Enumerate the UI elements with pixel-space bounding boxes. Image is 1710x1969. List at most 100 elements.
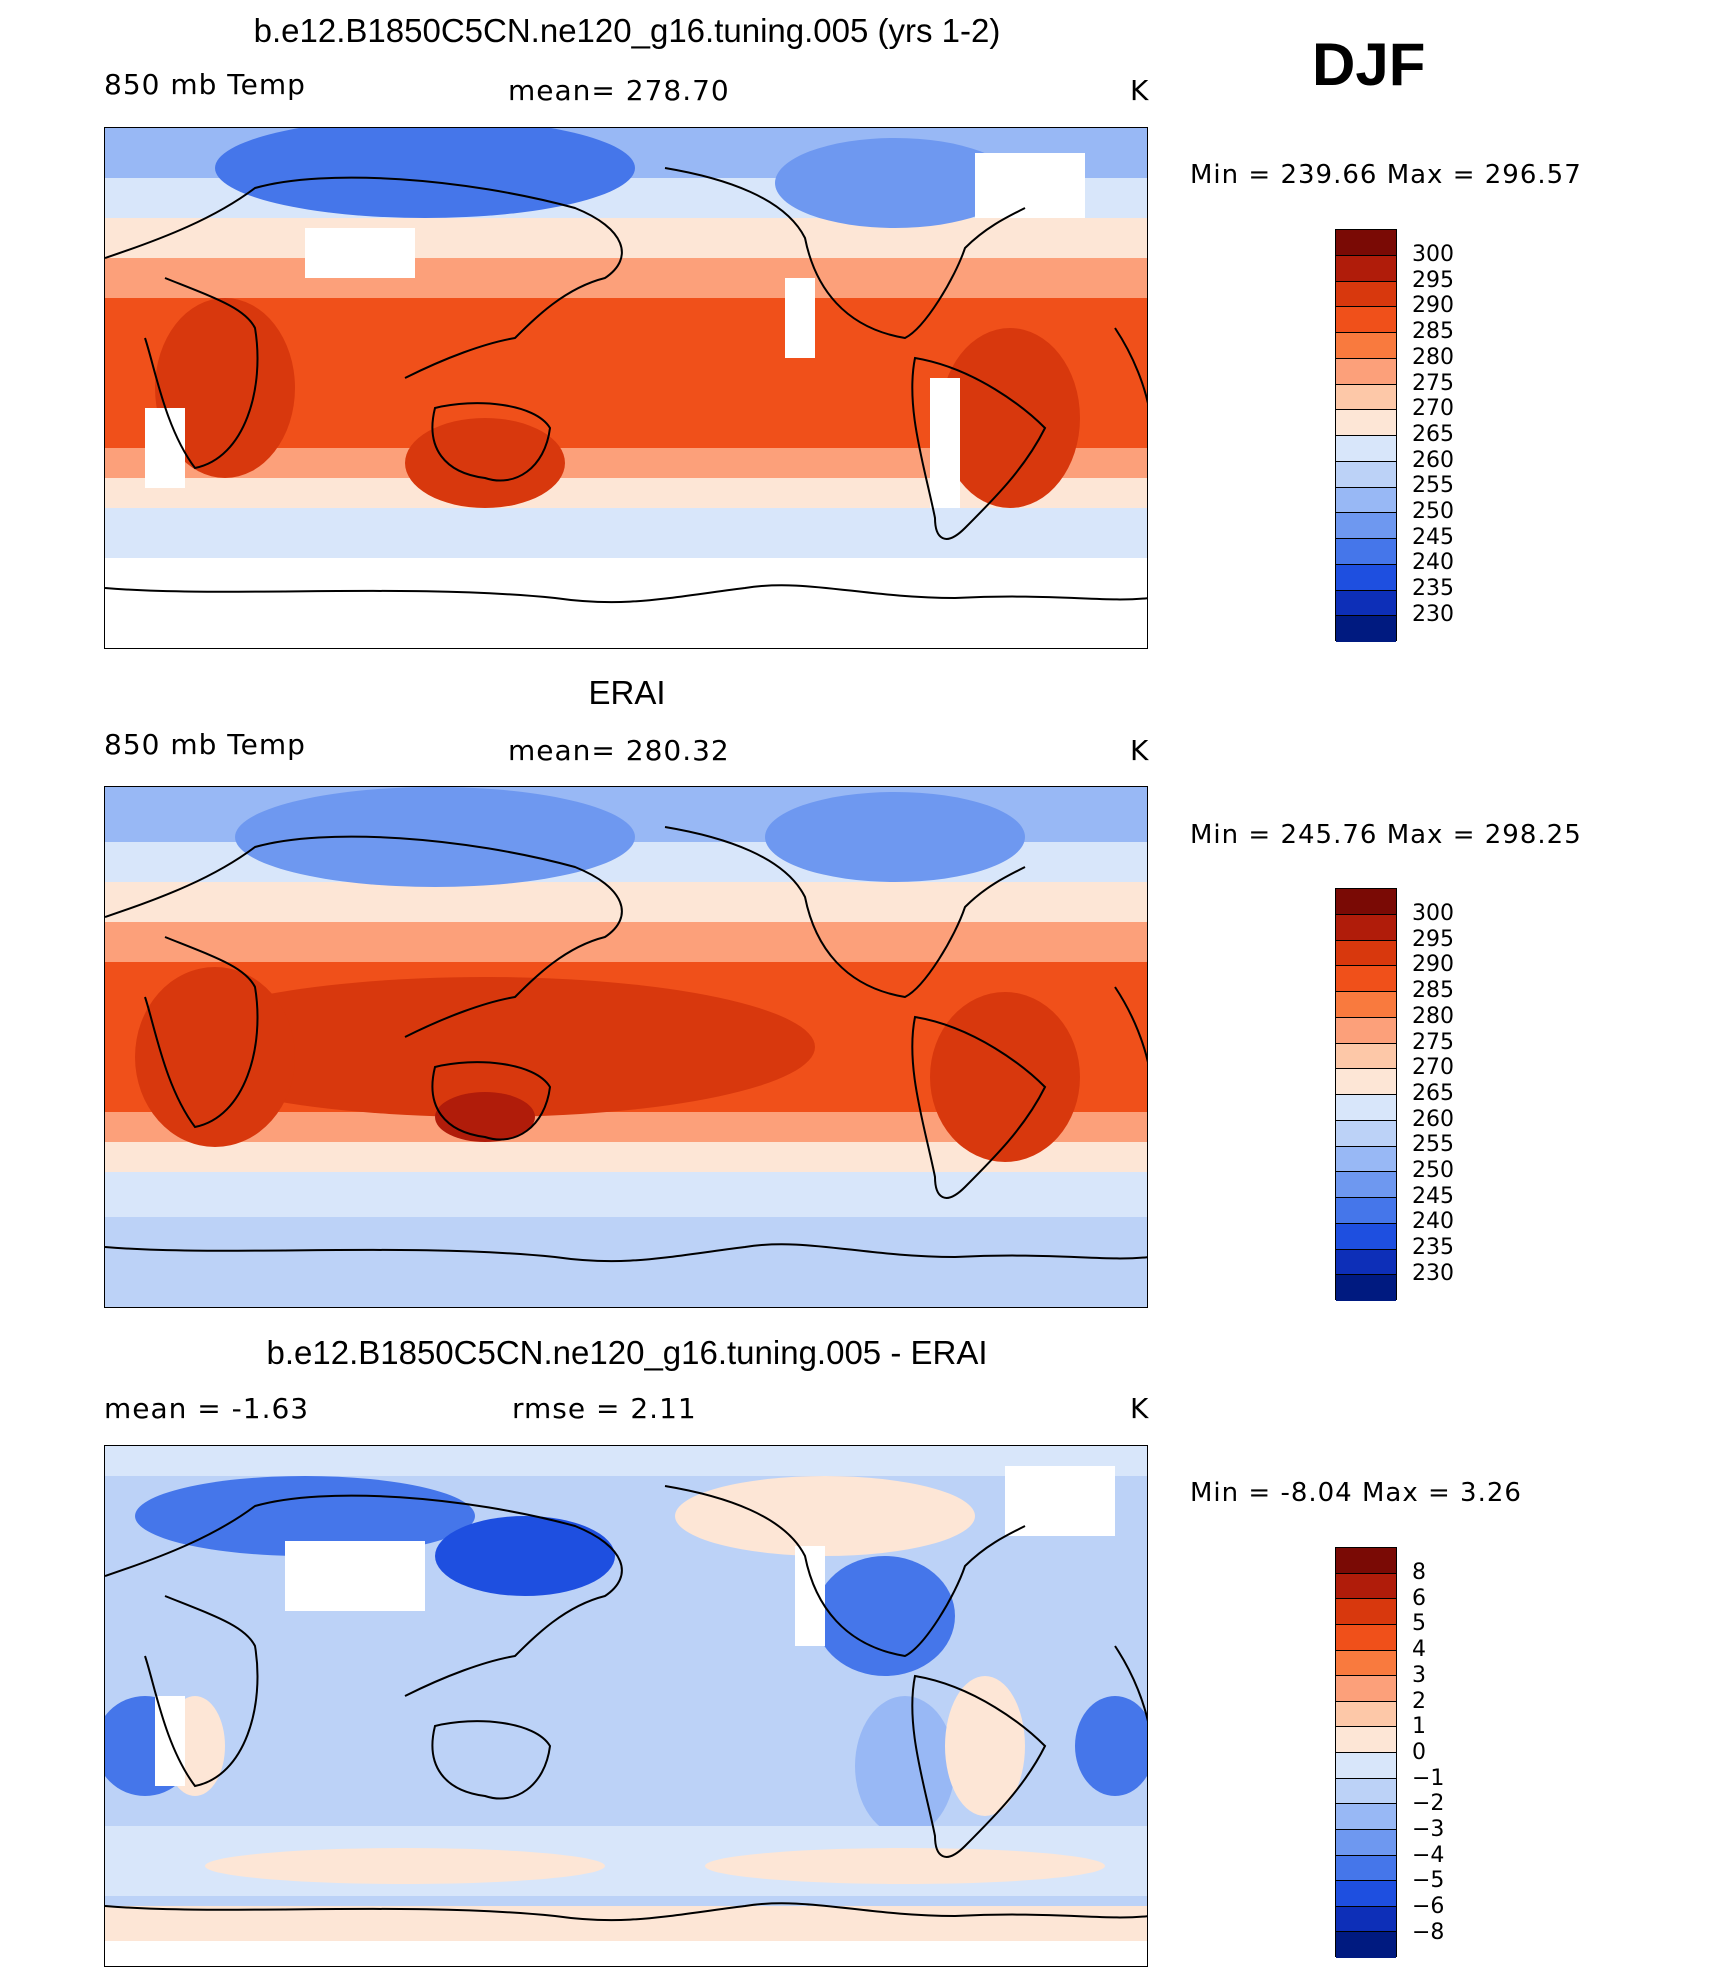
colorbar-swatch: [1336, 1804, 1396, 1830]
colorbar-tick-label: 3: [1412, 1662, 1426, 1688]
colorbar-swatch: [1336, 539, 1396, 565]
panel-2-title: ERAI: [588, 674, 666, 711]
colorbar-tick-label: 285: [1412, 978, 1454, 1004]
colorbar-swatch: [1336, 1701, 1396, 1728]
panel-1-mean-label: mean= 278.70: [508, 74, 730, 107]
colorbar-swatch: [1336, 333, 1396, 359]
colorbar-tick-label: 235: [1412, 576, 1454, 602]
colorbar-swatch: [1336, 1095, 1396, 1121]
colorbar-tick-label: 245: [1412, 1183, 1454, 1209]
colorbar-tick-label: 230: [1412, 1260, 1454, 1286]
colorbar-swatch: [1336, 1650, 1396, 1677]
colorbar-swatch: [1336, 966, 1396, 992]
colorbar-tick-label: −1: [1412, 1765, 1445, 1791]
colorbar-swatch: [1336, 307, 1396, 333]
panel-3-title: b.e12.B1850C5CN.ne120_g16.tuning.005 - E…: [266, 1334, 988, 1371]
colorbar-tick-label: −5: [1412, 1868, 1445, 1894]
colorbar-tick-label: 275: [1412, 1029, 1454, 1055]
panel-3-colorbar: [1335, 1547, 1397, 1958]
colorbar-tick-label: 255: [1412, 1132, 1454, 1158]
panel-1-model-map: [104, 127, 1148, 649]
colorbar-swatch: [1336, 1069, 1396, 1095]
panel-1-variable-label: 850 mb Temp: [104, 68, 306, 101]
colorbar-tick-label: −4: [1412, 1842, 1445, 1868]
colorbar-tick-label: −6: [1412, 1894, 1445, 1920]
colorbar-swatch: [1336, 1198, 1396, 1224]
colorbar-tick-label: 245: [1412, 524, 1454, 550]
colorbar-tick-label: −3: [1412, 1817, 1445, 1842]
colorbar-swatch: [1336, 1881, 1396, 1907]
colorbar-swatch: [1336, 281, 1396, 308]
colorbar-tick-label: 255: [1412, 473, 1454, 499]
panel-2-colorbar: [1335, 888, 1397, 1301]
panel-3-difference-map: [104, 1445, 1148, 1967]
colorbar-tick-label: 270: [1412, 1055, 1454, 1081]
colorbar-swatch: [1336, 1275, 1396, 1301]
colorbar-tick-label: 265: [1412, 1080, 1454, 1106]
colorbar-tick-label: 5: [1412, 1611, 1426, 1637]
colorbar-swatch: [1336, 1753, 1396, 1779]
colorbar-swatch: [1336, 230, 1396, 256]
panel-1-units-label: K: [1130, 74, 1150, 107]
colorbar-swatch: [1336, 461, 1396, 488]
colorbar-swatch: [1336, 616, 1396, 642]
panel-3-units-label: K: [1130, 1392, 1150, 1425]
colorbar-tick-label: −2: [1412, 1791, 1445, 1817]
colorbar-tick-label: 280: [1412, 344, 1454, 370]
panel-2-variable-label: 850 mb Temp: [104, 728, 306, 761]
colorbar-swatch: [1336, 1223, 1396, 1250]
colorbar-tick-label: 295: [1412, 267, 1454, 293]
colorbar-tick-label: 295: [1412, 926, 1454, 952]
colorbar-swatch: [1336, 1573, 1396, 1600]
panel-2-reanalysis-map: [104, 786, 1148, 1308]
colorbar-tick-label: −8: [1412, 1919, 1445, 1945]
colorbar-swatch: [1336, 590, 1396, 617]
colorbar-swatch: [1336, 1855, 1396, 1882]
colorbar-tick-label: 240: [1412, 550, 1454, 576]
colorbar-tick-label: 230: [1412, 601, 1454, 627]
colorbar-swatch: [1336, 513, 1396, 539]
colorbar-tick-label: 300: [1412, 242, 1454, 267]
colorbar-tick-label: 260: [1412, 447, 1454, 473]
colorbar-swatch: [1336, 914, 1396, 941]
colorbar-tick-label: 235: [1412, 1235, 1454, 1261]
colorbar-tick-label: 6: [1412, 1585, 1426, 1611]
colorbar-swatch: [1336, 1548, 1396, 1574]
colorbar-tick-label: 2: [1412, 1688, 1426, 1714]
colorbar-swatch: [1336, 1120, 1396, 1147]
colorbar-tick-label: 285: [1412, 319, 1454, 345]
colorbar-swatch: [1336, 940, 1396, 967]
colorbar-tick-label: 250: [1412, 499, 1454, 524]
colorbar-swatch: [1336, 992, 1396, 1018]
colorbar-tick-label: 290: [1412, 293, 1454, 319]
colorbar-swatch: [1336, 384, 1396, 411]
colorbar-swatch: [1336, 564, 1396, 591]
colorbar-tick-label: 300: [1412, 901, 1454, 926]
colorbar-tick-label: 1: [1412, 1714, 1426, 1740]
panel-1-minmax: Min = 239.66 Max = 296.57: [1190, 160, 1582, 190]
panel-3-mean-label: mean = -1.63: [104, 1392, 310, 1425]
colorbar-swatch: [1336, 1829, 1396, 1856]
colorbar-tick-label: 275: [1412, 370, 1454, 396]
colorbar-swatch: [1336, 889, 1396, 915]
colorbar-tick-label: 280: [1412, 1003, 1454, 1029]
panel-1-title: b.e12.B1850C5CN.ne120_g16.tuning.005 (yr…: [253, 12, 1001, 49]
colorbar-swatch: [1336, 1932, 1396, 1958]
panel-1-colorbar: [1335, 229, 1397, 642]
colorbar-tick-label: 8: [1412, 1560, 1426, 1585]
colorbar-swatch: [1336, 1172, 1396, 1198]
colorbar-swatch: [1336, 487, 1396, 514]
colorbar-swatch: [1336, 1146, 1396, 1173]
colorbar-tick-label: 290: [1412, 952, 1454, 978]
panel-3-rmse-label: rmse = 2.11: [512, 1392, 697, 1425]
colorbar-tick-label: 4: [1412, 1637, 1426, 1663]
colorbar-tick-label: 240: [1412, 1209, 1454, 1235]
colorbar-tick-label: 270: [1412, 396, 1454, 422]
colorbar-swatch: [1336, 1906, 1396, 1933]
panel-2-mean-label: mean= 280.32: [508, 734, 730, 767]
colorbar-tick-label: 260: [1412, 1106, 1454, 1132]
colorbar-swatch: [1336, 1778, 1396, 1805]
colorbar-swatch: [1336, 1043, 1396, 1070]
colorbar-tick-label: 250: [1412, 1158, 1454, 1183]
panel-2-units-label: K: [1130, 734, 1150, 767]
